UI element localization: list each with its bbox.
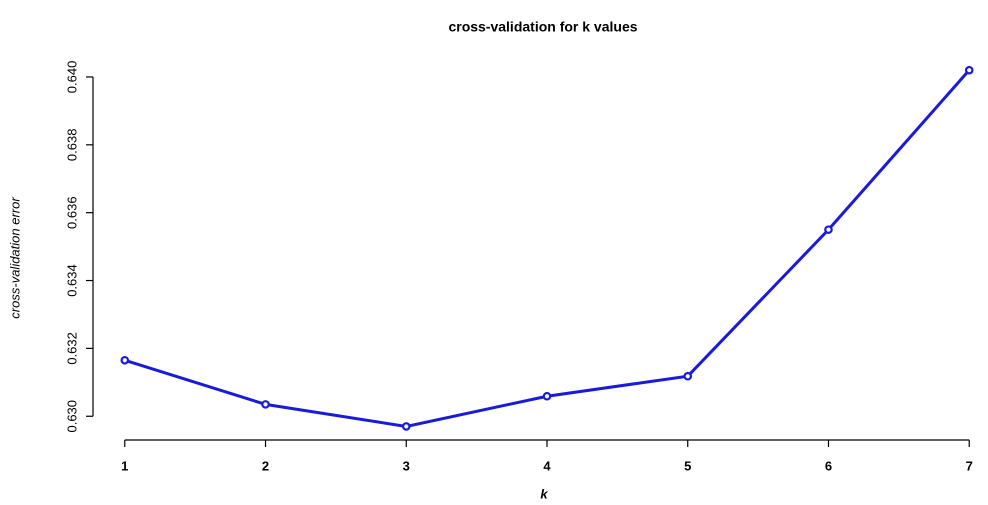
x-tick-label: 5 [684,458,691,473]
x-tick-label: 6 [825,458,832,473]
y-tick-label: 0.630 [64,400,79,433]
data-point [120,355,130,365]
x-tick-label: 1 [121,458,128,473]
y-tick-label: 0.638 [64,129,79,162]
data-point [261,400,270,409]
data-line [124,69,971,428]
data-point [964,65,974,75]
x-tick-label: 4 [543,458,551,473]
y-tick-label: 0.634 [64,264,79,297]
x-tick-label: 3 [403,458,410,473]
data-point [401,422,411,431]
chart-title: cross-validation for k values [448,19,637,35]
y-tick-label: 0.632 [64,332,79,365]
y-tick-label: 0.636 [64,196,79,229]
data-point [542,391,552,401]
data-point [824,225,833,234]
data-point [683,371,693,381]
x-axis-label: k [540,486,548,501]
x-tick-label: 2 [262,458,269,473]
y-tick-label: 0.640 [64,61,79,94]
x-tick-label: 7 [966,458,973,473]
y-axis-label: cross-validation error [7,197,22,319]
